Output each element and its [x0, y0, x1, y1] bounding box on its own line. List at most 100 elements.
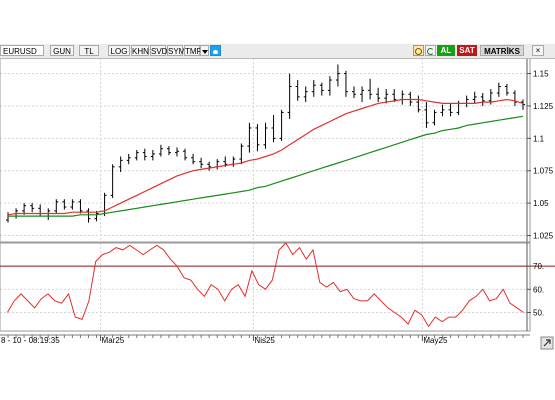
- currency-button[interactable]: TL: [79, 45, 99, 56]
- price-tick-label: 1.075: [533, 167, 554, 176]
- ohlc-bar: [134, 150, 139, 161]
- ohlc-bar: [263, 122, 268, 149]
- ohlc-bar: [496, 82, 501, 97]
- ohlc-bar: [448, 103, 453, 117]
- ohlc-bar: [392, 89, 397, 103]
- svd-button[interactable]: SVD: [150, 45, 168, 56]
- ohlc-bar: [102, 192, 107, 217]
- ma-long-line: [8, 115, 524, 217]
- ohlc-bar: [38, 204, 43, 217]
- ohlc-bar: [416, 95, 421, 113]
- ohlc-bar: [368, 78, 373, 100]
- ohlc-bar: [174, 147, 179, 157]
- price-grid: [0, 58, 527, 242]
- ohlc-bar: [239, 143, 244, 165]
- ohlc-bar: [207, 161, 212, 171]
- ohlc-bar: [343, 70, 348, 97]
- gear-icon: [415, 48, 422, 56]
- month-label: May25: [423, 336, 448, 345]
- sell-button[interactable]: SAT: [457, 45, 477, 56]
- buy-button[interactable]: AL: [437, 45, 455, 56]
- price-tick-label: 1.1: [533, 134, 545, 143]
- khn-button[interactable]: KHN: [131, 45, 149, 56]
- log-button[interactable]: LOG: [108, 45, 130, 56]
- ohlc-bar: [110, 164, 115, 198]
- time-axis: Mar25 Nis25 May25: [0, 334, 530, 345]
- ohlc-bar: [472, 91, 477, 104]
- matrix-logo: MATRİKS: [480, 45, 524, 56]
- ohlc-bar: [255, 124, 260, 152]
- refresh-icon: [427, 48, 434, 56]
- ohlc-bar: [279, 109, 284, 141]
- price-axis: 1.15 1.125 1.1 1.075 1.05 1.025: [526, 58, 554, 242]
- price-tick-label: 1.025: [533, 232, 554, 241]
- ohlc-bar: [191, 153, 196, 165]
- tmp-button[interactable]: TMP: [184, 45, 202, 56]
- ohlc-bar: [480, 92, 485, 106]
- price-bars: [6, 64, 525, 223]
- oscillator-lines: [0, 242, 555, 328]
- scroll-arrow-icon: [543, 339, 551, 347]
- ohlc-bar: [183, 148, 188, 161]
- osc-tick-label: 60.: [533, 285, 544, 294]
- oscillator-axis: 70. 60. 50.: [526, 243, 544, 331]
- close-icon: ×: [535, 46, 541, 55]
- ohlc-bar: [311, 80, 316, 97]
- ohlc-bar: [86, 208, 91, 223]
- sym-button[interactable]: SYM: [167, 45, 186, 56]
- ohlc-bar: [327, 76, 332, 96]
- price-tick-label: 1.05: [533, 199, 549, 208]
- ohlc-bar: [295, 80, 300, 101]
- ohlc-bar: [6, 212, 11, 223]
- ohlc-bar: [46, 208, 51, 220]
- month-label: Mar25: [102, 336, 125, 345]
- ohlc-bar: [118, 156, 123, 173]
- price-tick-label: 1.125: [533, 102, 554, 111]
- chart-toolbar: EURUSD GUN TL LOG KHN SVD SYM TMP AL SAT…: [0, 44, 555, 59]
- moving-averages: [7, 98, 524, 217]
- ohlc-bar: [287, 73, 292, 119]
- ohlc-bar: [70, 199, 75, 210]
- close-button[interactable]: ×: [532, 45, 544, 56]
- ohlc-bar: [30, 203, 35, 213]
- scroll-handle[interactable]: [540, 336, 554, 350]
- ohlc-bar: [376, 87, 381, 103]
- ohlc-bar: [303, 86, 308, 103]
- osc-tick-label: 70.: [533, 262, 544, 271]
- ma-short-line: [7, 98, 524, 216]
- ohlc-bar: [166, 146, 171, 156]
- symbol-field[interactable]: EURUSD: [0, 45, 44, 56]
- ohlc-bar: [352, 86, 357, 99]
- ohlc-bar: [504, 83, 509, 96]
- ohlc-bar: [424, 102, 429, 128]
- price-tick-label: 1.15: [533, 70, 549, 79]
- period-button[interactable]: GUN: [50, 45, 74, 56]
- settings-button[interactable]: [413, 45, 424, 56]
- ohlc-bar: [54, 199, 59, 214]
- ohlc-bar: [22, 203, 27, 215]
- ohlc-bar: [384, 89, 389, 104]
- ohlc-bar: [271, 115, 276, 143]
- ohlc-bar: [432, 109, 437, 126]
- twitter-button[interactable]: [210, 45, 221, 56]
- ohlc-bar: [78, 199, 83, 214]
- timestamp-label: 8 - 10 - 08:19:35: [1, 336, 60, 345]
- bird-icon: [213, 49, 218, 54]
- ohlc-bar: [142, 148, 147, 161]
- oscillator-panel-border: [0, 242, 531, 332]
- ohlc-bar: [231, 156, 236, 167]
- ohlc-bar: [199, 157, 204, 169]
- ohlc-bar: [319, 82, 324, 96]
- refresh-button[interactable]: [425, 45, 436, 56]
- ohlc-bar: [440, 104, 445, 117]
- ohlc-bar: [215, 159, 220, 170]
- ohlc-bar: [408, 91, 413, 106]
- dropdown-button[interactable]: [200, 45, 209, 56]
- month-label: Nis25: [254, 336, 275, 345]
- ohlc-bar: [512, 90, 517, 106]
- ohlc-bar: [335, 64, 340, 87]
- ohlc-bar: [247, 122, 252, 153]
- ohlc-bar: [360, 86, 365, 103]
- ohlc-bar: [158, 144, 163, 157]
